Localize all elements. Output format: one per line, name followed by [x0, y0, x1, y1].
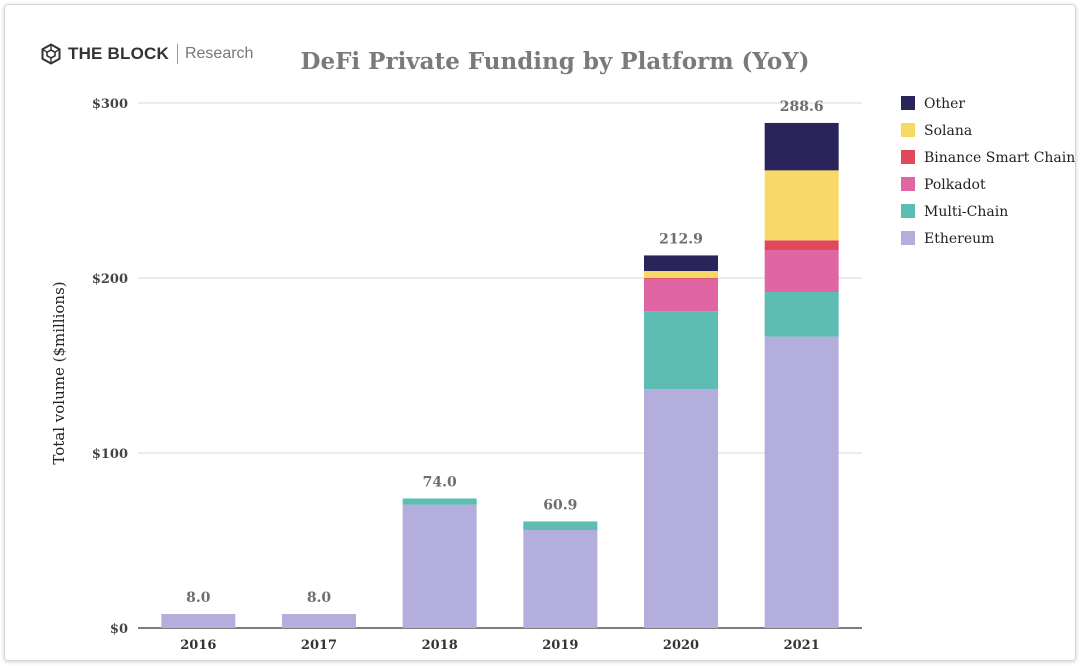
x-tick-label: 2019 [542, 638, 578, 653]
total-label: 8.0 [186, 590, 211, 606]
brand-subtitle: Research [184, 45, 254, 62]
x-tick-label: 2021 [784, 638, 820, 653]
bar-segment-multi-chain [644, 311, 718, 390]
x-tick-label: 2020 [663, 638, 699, 653]
bar-segment-polkadot [764, 250, 839, 292]
bar-segment-other [644, 255, 718, 271]
total-label: 74.0 [423, 475, 457, 491]
total-label: 60.9 [543, 497, 577, 513]
y-axis-label: Total volume ($millions) [50, 281, 68, 464]
bar-segment-ethereum [402, 504, 477, 628]
bar-segment-ethereum [282, 614, 356, 628]
brand-name: THE BLOCK [68, 44, 169, 63]
legend-swatch [901, 96, 915, 110]
legend-swatch [901, 177, 915, 191]
bar-segment-binance-smart-chain [644, 278, 718, 279]
bar-segment-solana [644, 271, 718, 278]
legend-label: Other [924, 96, 965, 112]
legend-label: Solana [924, 123, 972, 139]
bar-segment-multi-chain [764, 292, 839, 337]
the-block-logo-icon [41, 43, 61, 65]
x-tick-label: 2016 [180, 638, 216, 653]
legend-swatch [901, 150, 915, 164]
bar-segment-ethereum [644, 389, 718, 628]
legend-label: Multi-Chain [924, 204, 1008, 220]
bar-segment-polkadot [644, 278, 718, 312]
bar-segment-ethereum [523, 530, 598, 628]
total-label: 288.6 [780, 99, 824, 115]
bar-segment-solana [764, 170, 839, 241]
legend-label: Polkadot [924, 177, 986, 193]
chart-title: DeFi Private Funding by Platform (YoY) [301, 48, 810, 75]
total-label: 8.0 [307, 590, 332, 606]
bar-segment-ethereum [161, 614, 236, 628]
y-tick-label: $300 [92, 97, 128, 112]
gridlines [138, 102, 862, 629]
x-tick-label: 2017 [301, 638, 337, 653]
y-tick-label: $200 [92, 272, 128, 287]
y-tick-labels: $0 $100 $200 $300 [92, 97, 128, 637]
legend-label: Ethereum [924, 231, 994, 247]
legend-swatch [901, 123, 915, 137]
bar-segment-other [764, 122, 839, 171]
y-tick-label: $100 [92, 447, 128, 462]
total-label: 212.9 [659, 231, 703, 247]
bar-segment-multi-chain [523, 521, 598, 530]
brand-divider [176, 44, 178, 64]
legend-label: Binance Smart Chain [924, 150, 1075, 166]
legend-swatch [901, 231, 915, 245]
y-tick-label: $0 [110, 622, 128, 637]
brand-logo-block: THE BLOCK Research [40, 40, 253, 68]
total-labels: 8.0 8.0 74.0 60.9 212.9 288.6 [186, 99, 823, 606]
bar-segment-binance-smart-chain [764, 240, 839, 250]
legend: Other Solana Binance Smart Chain Polkadot Mu… [901, 96, 1075, 247]
bar-segment-ethereum [764, 336, 839, 628]
x-tick-labels: 2016 2017 2018 2019 2020 2021 [180, 638, 820, 653]
x-tick-label: 2018 [422, 638, 458, 653]
bars [161, 122, 839, 628]
legend-swatch [901, 204, 915, 218]
bar-segment-multi-chain [402, 498, 477, 505]
